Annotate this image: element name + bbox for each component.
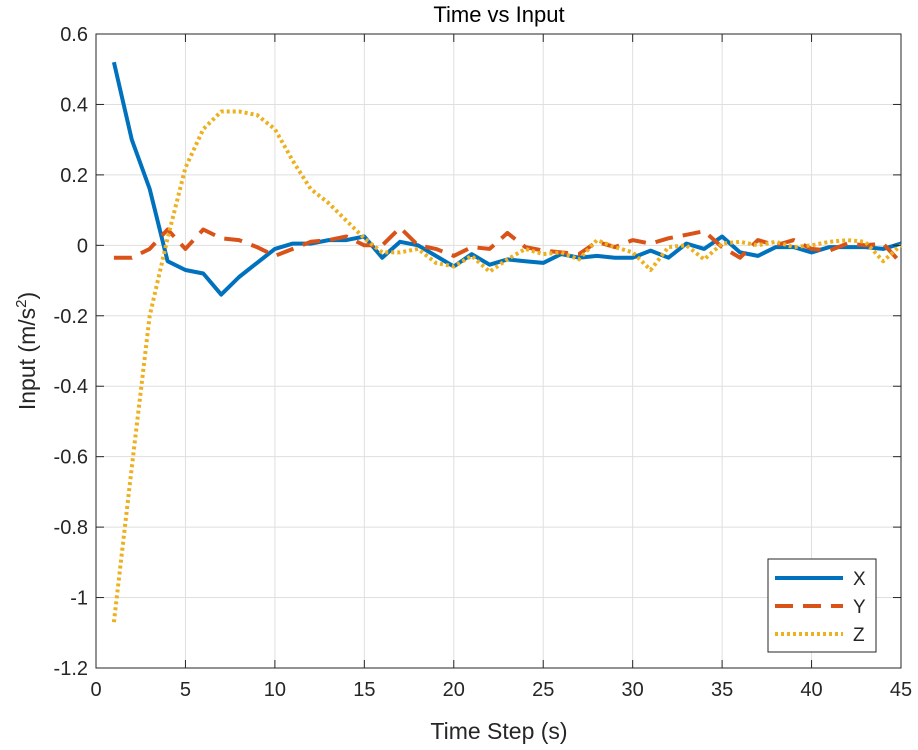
tick-labels: 0 5 10 15 20 25 30 35 40 45 -1.2 -1 -0.8 -0.6 -0.4 -0.2… [54,24,913,701]
y-tick-label: -0.4 [54,376,88,398]
y-axis-label-superscript: 2 [13,300,30,308]
chart-title: Time vs Input [433,2,564,27]
plot-frame [95,33,902,669]
y-tick-label: -0.8 [54,517,88,539]
y-tick-label: -1 [70,588,88,610]
x-tick-label: 25 [532,679,554,701]
y-tick-label: 0.4 [60,94,88,116]
y-tick-label: 0 [77,235,88,257]
y-tick-label: 0.2 [60,165,88,187]
legend-label-z: Z [853,625,865,646]
y-tick-label: -0.6 [54,447,88,469]
legend-label-y: Y [853,597,866,618]
x-tick-label: 40 [800,679,822,701]
y-tick-label: -1.2 [54,658,88,680]
x-tick-label: 35 [711,679,733,701]
x-axis-label: Time Step (s) [430,718,567,744]
y-axis-label-main: Input (m/s [14,308,40,410]
x-tick-label: 5 [180,679,191,701]
x-tick-label: 10 [264,679,286,701]
x-tick-label: 0 [90,679,101,701]
legend-label-x: X [853,569,866,590]
x-tick-label: 45 [890,679,912,701]
axis-ticks [95,33,902,669]
plot-area [95,33,902,669]
series-layer [111,61,903,623]
legend: XYZ [767,558,877,653]
y-axis-label-close: ) [14,292,40,300]
y-tick-label: -0.2 [54,306,88,328]
x-tick-label: 20 [443,679,465,701]
series-line-z [111,109,903,623]
x-tick-label: 30 [622,679,644,701]
y-tick-label: 0.6 [60,24,88,46]
x-tick-label: 15 [353,679,375,701]
y-axis-label: Input (m/s2) [13,292,40,410]
series-line-y [113,225,903,265]
